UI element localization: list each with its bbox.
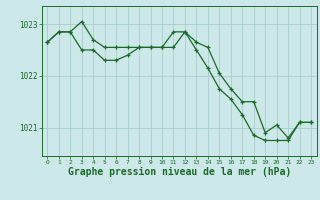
X-axis label: Graphe pression niveau de la mer (hPa): Graphe pression niveau de la mer (hPa) [68,167,291,177]
